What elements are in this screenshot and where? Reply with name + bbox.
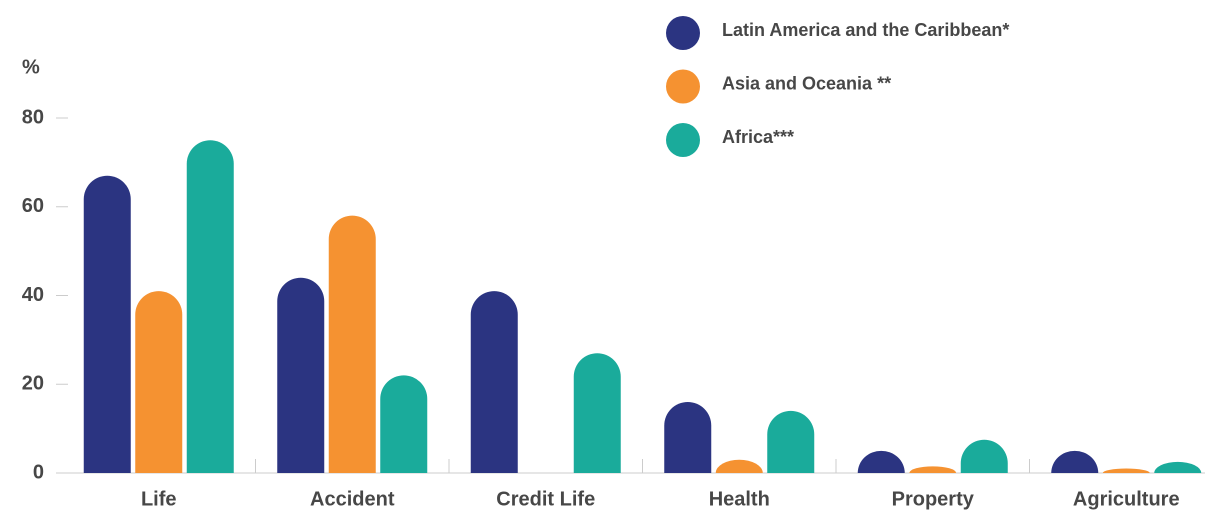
bar — [1051, 450, 1099, 473]
bar — [135, 291, 183, 473]
bar — [328, 215, 376, 473]
x-tick-label: Health — [709, 488, 770, 510]
legend-label: Asia and Oceania ** — [722, 73, 891, 93]
y-axis-label: % — [22, 56, 40, 78]
bar — [767, 410, 815, 473]
bar — [715, 459, 763, 473]
legend-swatch — [666, 123, 700, 157]
bar — [960, 439, 1008, 473]
bar — [186, 140, 234, 473]
bar — [277, 277, 325, 473]
x-tick-label: Credit Life — [496, 488, 595, 510]
bar — [1154, 461, 1202, 473]
y-tick-label: 0 — [33, 461, 44, 483]
bar — [909, 466, 957, 473]
x-tick-label: Property — [892, 488, 975, 510]
y-tick-label: 60 — [22, 195, 44, 217]
bar — [573, 353, 621, 473]
bar — [83, 175, 131, 473]
legend-label: Africa*** — [722, 127, 794, 147]
y-tick-label: 40 — [22, 284, 44, 306]
x-tick-label: Life — [141, 488, 177, 510]
x-tick-label: Accident — [310, 488, 395, 510]
legend-swatch — [666, 69, 700, 104]
bar — [1102, 468, 1150, 473]
bar — [664, 402, 712, 473]
legend-swatch — [666, 16, 700, 50]
legend-label: Latin America and the Caribbean* — [722, 20, 1009, 40]
y-tick-label: 80 — [22, 106, 44, 128]
bar — [470, 291, 518, 473]
y-tick-label: 20 — [22, 373, 44, 395]
bar — [380, 375, 428, 473]
bar — [857, 450, 905, 473]
x-tick-label: Agriculture — [1073, 488, 1180, 510]
